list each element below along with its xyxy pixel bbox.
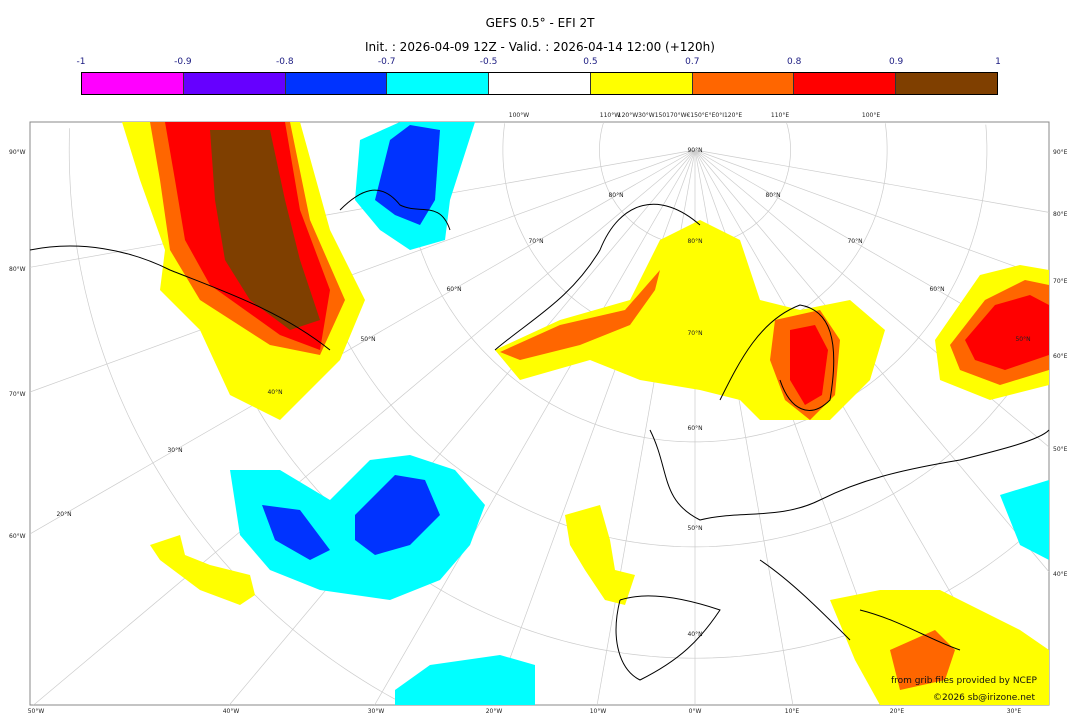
colorbar-tick: 0.8 [787, 57, 802, 67]
map-label: 40°N [267, 389, 282, 396]
anomaly-yellow-w [150, 535, 255, 605]
map-label: 10°W [590, 708, 607, 715]
map-label: 40°W [223, 708, 240, 715]
map-label: 70°W [9, 391, 26, 398]
colorbar-segment [896, 73, 998, 94]
map-label: 30°W [368, 708, 385, 715]
anomaly-cyan-east [1000, 480, 1049, 560]
anomaly-red-ru [965, 295, 1049, 370]
map-label: 70°N [847, 238, 862, 245]
map-label: 50°N [687, 525, 702, 532]
map-label: 60°N [929, 286, 944, 293]
map-label: 80°E [1053, 211, 1068, 218]
map-label: 110°E [771, 112, 789, 119]
map-label: 100°E [862, 112, 880, 119]
colorbar-tick: -0.7 [377, 57, 396, 67]
map-label: 90°E [1053, 149, 1068, 156]
map-label: 20°N [56, 511, 71, 518]
map-label: 50°E [1053, 446, 1068, 453]
map-label: 100°W [509, 112, 529, 119]
meridian-line [229, 149, 696, 706]
colorbar-segment [387, 73, 490, 94]
copyright: ©2026 sb@irizone.net [933, 693, 1035, 703]
map-label: 50°N [1015, 336, 1030, 343]
coastline [615, 595, 721, 681]
colorbar [81, 72, 998, 95]
map-label: 40°E [1053, 571, 1068, 578]
colorbar-tick: 1 [995, 57, 1001, 67]
colorbar-segment [692, 73, 795, 94]
colorbar-segment [285, 73, 388, 94]
colorbar-tick: -0.5 [479, 57, 498, 67]
colorbar-segment [82, 73, 184, 94]
anomaly-orange-med [890, 630, 955, 690]
map-label: 110°W [600, 112, 620, 119]
colorbar-tick: -1 [76, 57, 86, 67]
meridian-line [29, 149, 696, 393]
map-label: 80°N [608, 192, 623, 199]
meridian-line [694, 149, 1050, 213]
map-label: 50°W [28, 708, 45, 715]
meridian-line [374, 149, 696, 706]
colorbar-tick: -0.8 [275, 57, 294, 67]
source-credit: from grib files provided by NCEP [891, 676, 1037, 686]
chart-subtitle: Init. : 2026-04-09 12Z - Valid. : 2026-0… [365, 40, 715, 54]
map-label: 60°W [9, 533, 26, 540]
colorbar-tick: 0.5 [583, 57, 598, 67]
anomaly-yellow-atl2 [565, 505, 635, 605]
map-label: 120°W30°W150170°W€150°E°E0°I120°E [618, 112, 743, 119]
map-label: 10°E [785, 708, 800, 715]
colorbar-segment [590, 73, 693, 94]
colorbar-segment [489, 73, 591, 94]
meridian-line [33, 149, 696, 706]
efi-field [122, 122, 1049, 705]
map-label: 30°E [1007, 708, 1022, 715]
coastline [29, 245, 331, 351]
colorbar-segment [183, 73, 286, 94]
anomaly-blue-hudson [375, 125, 440, 225]
anomaly-orange-greenland [500, 250, 665, 360]
coastline [719, 304, 835, 411]
meridian-line [29, 149, 696, 535]
anomaly-brown-na [210, 130, 320, 330]
map-label: 60°N [687, 425, 702, 432]
map-label: 20°W [486, 708, 503, 715]
anomaly-blue-atlantic [262, 505, 330, 560]
map-label: 50°N [360, 336, 375, 343]
map-label: 40°N [687, 631, 702, 638]
map-label: 70°N [528, 238, 543, 245]
coastline [649, 429, 1050, 521]
coastline [339, 189, 451, 231]
colorbar-tick: -0.9 [174, 57, 192, 67]
colorbar-segment [794, 73, 897, 94]
map-label: 80°N [765, 192, 780, 199]
coastlines [29, 189, 1050, 681]
map-label: 20°E [890, 708, 905, 715]
map-label: 0°W [689, 708, 702, 715]
map-label: 30°N [167, 447, 182, 454]
anomaly-red-scand-core [790, 325, 828, 405]
chart-title: GEFS 0.5° - EFI 2T [485, 16, 595, 30]
map-label: 80°N [687, 238, 702, 245]
anomaly-blue-atlantic-2 [355, 475, 440, 555]
meridian-line [694, 149, 1050, 280]
axis-labels: 90°W 80°W 70°W 60°W 90°E 80°E 70°E 60°E 50°E 40°E… [9, 112, 1068, 715]
map-label: 90°N [687, 147, 702, 154]
map-label: 70°N [687, 330, 702, 337]
latitude-circle [695, 124, 988, 443]
map-label: 90°W [9, 149, 26, 156]
map-label: 60°E [1053, 353, 1068, 360]
map-label: 80°W [9, 266, 26, 273]
colorbar-tick: 0.7 [685, 57, 700, 67]
coastline [759, 559, 961, 651]
map-label: 70°E [1053, 278, 1068, 285]
colorbar-tick: 0.9 [888, 57, 904, 67]
coastline [494, 203, 701, 351]
anomaly-cyan-south [395, 655, 535, 705]
map-label: 60°N [446, 286, 461, 293]
